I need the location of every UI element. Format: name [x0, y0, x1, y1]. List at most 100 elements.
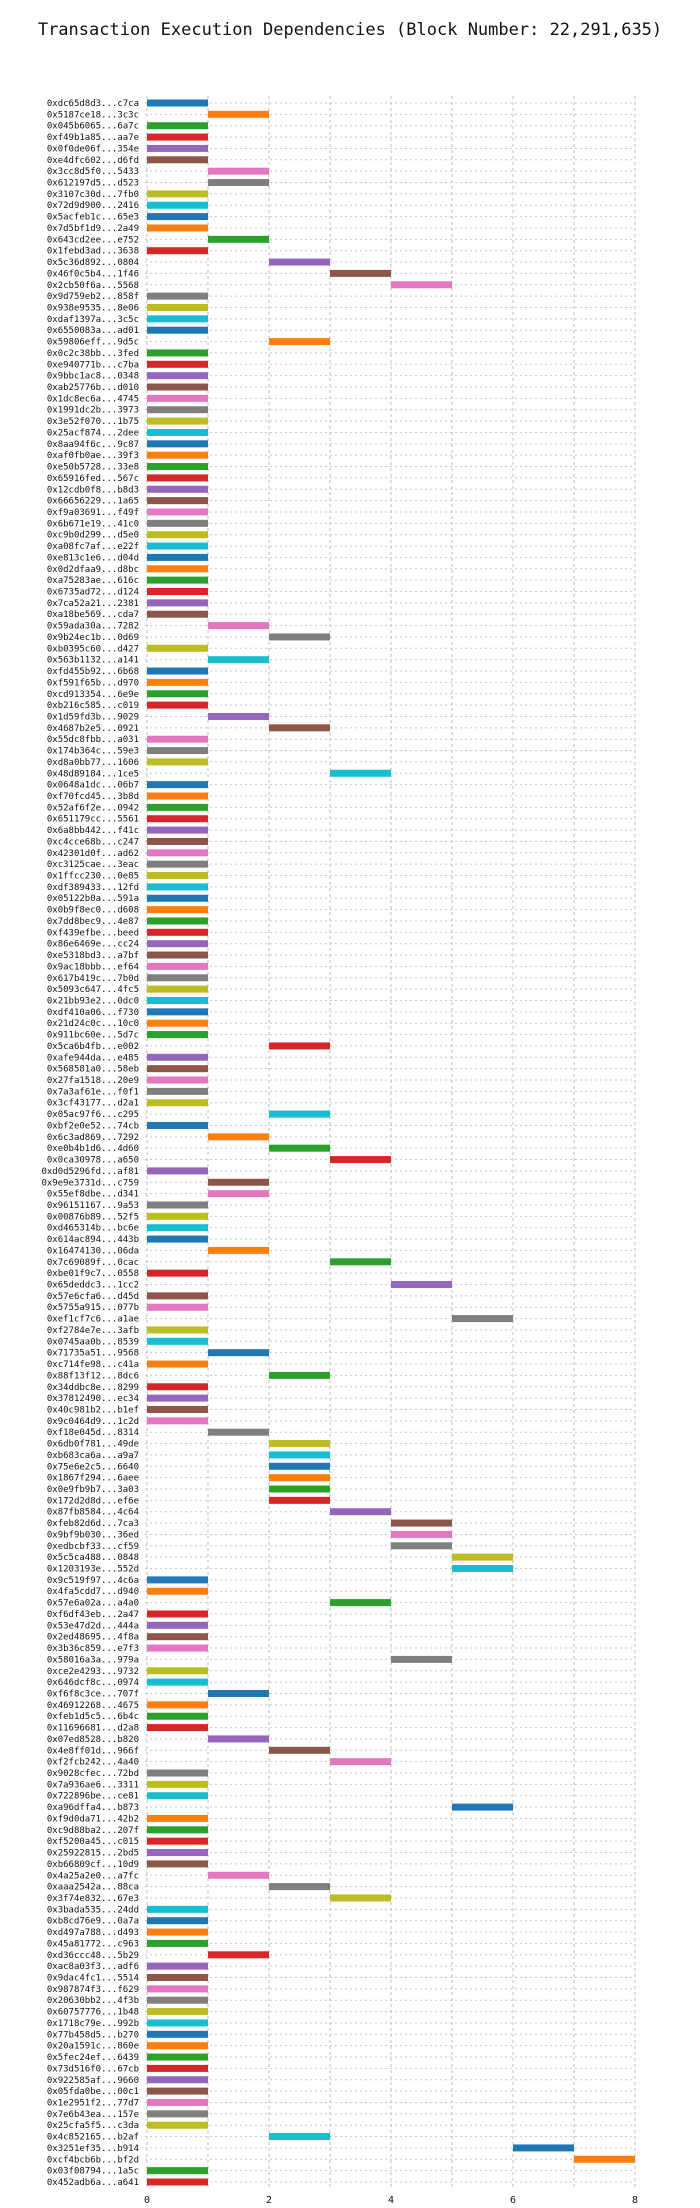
y-tick-label: 0x21bb93e2...0dc0	[47, 996, 139, 1006]
x-tick-label: 4	[388, 2195, 394, 2206]
y-tick-label: 0x52af6f2e...0942	[47, 803, 139, 813]
y-tick-label: 0x20630bb2...4f3b	[47, 1996, 139, 2006]
transaction-bar	[147, 156, 208, 164]
transaction-bar	[147, 985, 208, 993]
transaction-bar	[147, 2121, 208, 2129]
y-tick-label: 0xc4cce68b...c247	[47, 837, 139, 847]
y-tick-label: 0x05122b0a...591a	[47, 894, 139, 904]
transaction-bar	[269, 1883, 330, 1891]
y-tick-label: 0xd36ccc48...5b29	[47, 1951, 139, 1961]
y-tick-label: 0xf18e045d...8314	[47, 1428, 139, 1438]
y-tick-label: 0x7d5bf1d9...2a49	[47, 224, 139, 234]
transaction-bar	[147, 1212, 208, 1220]
y-tick-label: 0x87fb8584...4c64	[47, 1508, 139, 1518]
transaction-bar	[147, 678, 208, 686]
transaction-bar	[147, 1326, 208, 1334]
transaction-bar	[208, 110, 269, 118]
transaction-bar	[147, 349, 208, 357]
transaction-bar	[147, 1667, 208, 1675]
y-tick-label: 0x34ddbc8e...8299	[47, 1383, 139, 1393]
transaction-bar	[147, 326, 208, 334]
y-tick-label: 0xe940771b...c7ba	[47, 360, 139, 370]
transaction-bar	[147, 1087, 208, 1095]
y-tick-label: 0x72d9d900...2416	[47, 201, 139, 211]
transaction-bar	[269, 633, 330, 641]
transaction-bar	[269, 1440, 330, 1448]
y-tick-label: 0xafe944da...e485	[47, 1053, 139, 1063]
transaction-bar	[147, 1201, 208, 1209]
y-tick-label: 0xa18be569...cda7	[47, 610, 139, 620]
y-tick-label: 0x4fa5cdd7...d940	[47, 1587, 139, 1597]
transaction-bar	[147, 1053, 208, 1061]
y-tick-label: 0x9bbc1ac8...0348	[47, 372, 139, 382]
transaction-bar	[269, 724, 330, 732]
transaction-bar	[208, 1428, 269, 1436]
transaction-bar	[147, 190, 208, 198]
y-tick-label: 0xbe01f9c7...0558	[47, 1269, 139, 1279]
y-tick-label: 0x174b364c...59e3	[47, 747, 139, 757]
y-tick-label: 0x3cc8d5f0...5433	[47, 167, 139, 177]
transaction-bar	[147, 394, 208, 402]
transaction-bar	[147, 406, 208, 414]
transaction-bar	[147, 144, 208, 152]
transaction-bar	[147, 906, 208, 914]
y-tick-label: 0xc3125cae...3eac	[47, 860, 139, 870]
y-tick-label: 0x646dcf8c...0974	[47, 1678, 139, 1688]
y-tick-label: 0x46912268...4675	[47, 1701, 139, 1711]
y-tick-label: 0x5c36d892...0804	[47, 258, 139, 268]
transaction-bar	[147, 951, 208, 959]
y-tick-label: 0x96151167...9a53	[47, 1201, 139, 1211]
y-tick-label: 0x0648a1dc...06b7	[47, 781, 139, 791]
transaction-bar	[147, 2110, 208, 2118]
transaction-bar	[147, 1814, 208, 1822]
y-tick-label: 0x40c981b2...b1ef	[47, 1405, 139, 1415]
transaction-bar	[208, 1735, 269, 1743]
transaction-bar	[147, 667, 208, 675]
y-tick-label: 0x9c0464d9...1c2d	[47, 1417, 139, 1427]
y-tick-label: 0xcd913354...6e9e	[47, 690, 139, 700]
y-tick-label: 0xe5318bd3...a7bf	[47, 951, 139, 961]
y-tick-label: 0x86e6469e...cc24	[47, 940, 139, 950]
y-tick-label: 0x16474130...06da	[47, 1246, 139, 1256]
transaction-bar	[269, 1496, 330, 1504]
y-tick-label: 0x05ac97f6...c295	[47, 1110, 139, 1120]
y-tick-label: 0x1718c79e...992b	[47, 2019, 139, 2029]
y-tick-label: 0x12cdb0f8...b8d3	[47, 485, 139, 495]
y-tick-label: 0x563b1132...a141	[47, 656, 139, 666]
y-tick-label: 0x1dc8ec6a...4745	[47, 394, 139, 404]
transaction-bar	[147, 2076, 208, 2084]
transaction-bar	[147, 781, 208, 789]
transaction-bar	[147, 917, 208, 925]
transaction-bar	[330, 1599, 391, 1607]
transaction-bar	[330, 1508, 391, 1516]
transaction-bar	[269, 258, 330, 266]
transaction-bar	[147, 974, 208, 982]
transaction-bar	[147, 758, 208, 766]
y-tick-label: 0x42301d0f...ad62	[47, 849, 139, 859]
transaction-bar	[147, 576, 208, 584]
y-tick-label: 0x6b671e19...41c0	[47, 519, 139, 529]
transaction-bar	[208, 1190, 269, 1198]
y-tick-label: 0x07ed8528...b820	[47, 1735, 139, 1745]
transaction-bar	[391, 1519, 452, 1527]
y-tick-label: 0x8aa94f6c...9c87	[47, 440, 139, 450]
transaction-bar	[513, 2144, 574, 2152]
transaction-bar	[147, 1394, 208, 1402]
transaction-bar	[147, 1712, 208, 1720]
y-tick-label: 0x55ef8dbe...d341	[47, 1190, 139, 1200]
y-tick-label: 0x77b458d5...b270	[47, 2030, 139, 2040]
transaction-bar	[147, 792, 208, 800]
transaction-bar	[147, 2053, 208, 2061]
y-tick-label: 0x643cd2ee...e752	[47, 235, 139, 245]
y-tick-label: 0xe0b4b1d6...4d60	[47, 1144, 139, 1154]
transaction-bar	[147, 1405, 208, 1413]
transaction-bar	[147, 644, 208, 652]
transaction-bar	[147, 2178, 208, 2186]
y-tick-label: 0x75e6e2c5...6640	[47, 1462, 139, 1472]
y-tick-label: 0xb683ca6a...a9a7	[47, 1451, 139, 1461]
transaction-bar	[147, 519, 208, 527]
y-tick-label: 0xd497a788...d493	[47, 1928, 139, 1938]
y-tick-label: 0x722896be...ce81	[47, 1792, 139, 1802]
